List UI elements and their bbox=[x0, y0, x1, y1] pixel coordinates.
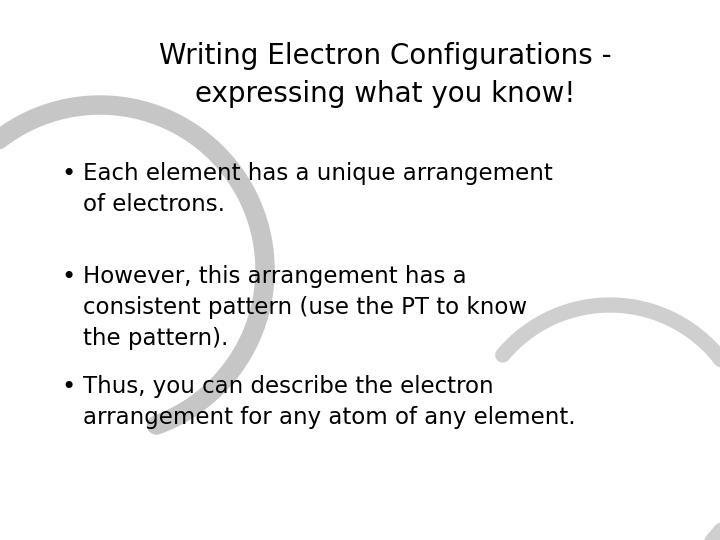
Text: expressing what you know!: expressing what you know! bbox=[195, 80, 575, 108]
Text: However, this arrangement has a
consistent pattern (use the PT to know
the patte: However, this arrangement has a consiste… bbox=[83, 265, 527, 350]
Text: Thus, you can describe the electron
arrangement for any atom of any element.: Thus, you can describe the electron arra… bbox=[83, 375, 575, 429]
Text: •: • bbox=[61, 375, 76, 399]
Text: Each element has a unique arrangement
of electrons.: Each element has a unique arrangement of… bbox=[83, 162, 552, 216]
Text: •: • bbox=[61, 162, 76, 186]
Text: Writing Electron Configurations -: Writing Electron Configurations - bbox=[159, 42, 611, 70]
Text: •: • bbox=[61, 265, 76, 289]
